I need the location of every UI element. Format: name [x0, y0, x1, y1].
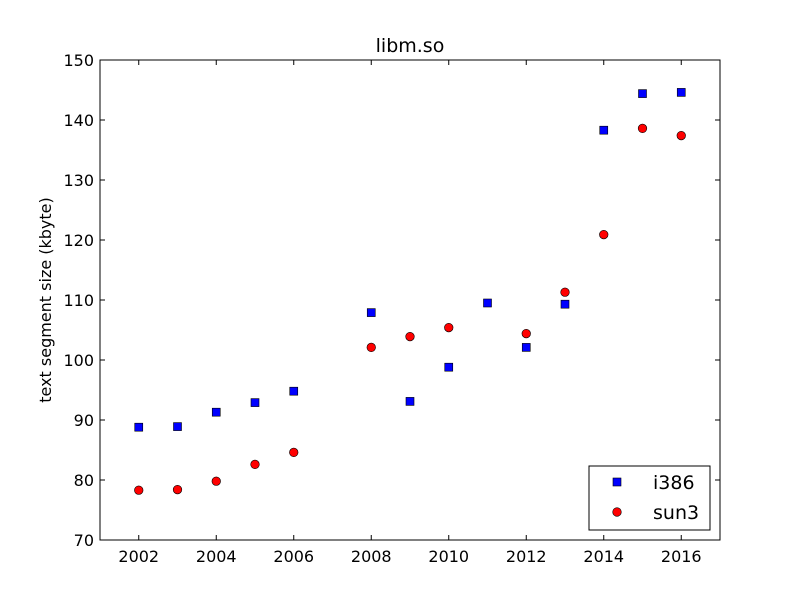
sun3-point [405, 332, 415, 342]
i386-point [444, 362, 454, 372]
x-tick-label: 2006 [273, 547, 314, 566]
axis-ticks: 2002 2004 2006 2008 2010 2012 2014 2016 70 80 90 10… [63, 51, 720, 566]
sun3-point [444, 323, 454, 333]
y-tick-label: 140 [63, 111, 94, 130]
y-tick-label: 80 [74, 471, 94, 490]
series-sun3 [134, 123, 686, 495]
sun3-point [676, 131, 686, 141]
i386-point [483, 298, 492, 308]
sun3-point [289, 447, 299, 458]
sun3-point [134, 485, 144, 495]
i386-point [250, 398, 260, 407]
legend: i386 sun3 [588, 465, 711, 531]
i386-point [289, 386, 299, 396]
i386-point [599, 125, 609, 135]
legend-label-sun3: sun3 [653, 502, 699, 524]
chart-title: libm.so [376, 35, 445, 57]
x-tick-label: 2010 [428, 547, 469, 566]
i386-point [366, 308, 376, 317]
i386-point [521, 343, 531, 352]
i386-point [134, 422, 144, 432]
i386-point [173, 422, 182, 431]
sun3-point [172, 485, 183, 495]
legend-box [588, 465, 711, 531]
y-tick-label: 70 [74, 531, 94, 550]
i386-point [211, 407, 221, 417]
y-tick-label: 90 [74, 411, 94, 430]
sun3-point [211, 476, 221, 486]
series-i386 [134, 88, 686, 432]
y-tick-label: 110 [63, 291, 94, 310]
plot-frame [99, 59, 721, 541]
y-tick-label: 100 [63, 351, 94, 370]
i386-point [405, 397, 415, 406]
y-tick-label: 150 [63, 51, 94, 70]
data-points [134, 88, 686, 495]
y-tick-label: 130 [63, 171, 94, 190]
x-tick-label: 2012 [506, 547, 547, 566]
sun3-point [366, 342, 376, 353]
legend-marker-sun3 [612, 507, 622, 517]
y-tick-label: 120 [63, 231, 94, 250]
x-tick-label: 2002 [118, 547, 159, 566]
i386-point [676, 88, 686, 97]
legend-marker-i386 [612, 477, 622, 487]
sun3-point [637, 123, 648, 133]
x-tick-label: 2016 [661, 547, 702, 566]
x-tick-label: 2004 [196, 547, 237, 566]
y-axis-label: text segment size (kbyte) [36, 197, 55, 403]
x-tick-label: 2008 [351, 547, 392, 566]
sun3-point [521, 329, 531, 339]
sun3-point [560, 287, 570, 297]
x-tick-label: 2014 [583, 547, 624, 566]
legend-label-i386: i386 [653, 472, 695, 494]
i386-point [560, 299, 570, 309]
sun3-point [599, 230, 609, 240]
sun3-point [250, 459, 260, 470]
i386-point [638, 89, 647, 98]
